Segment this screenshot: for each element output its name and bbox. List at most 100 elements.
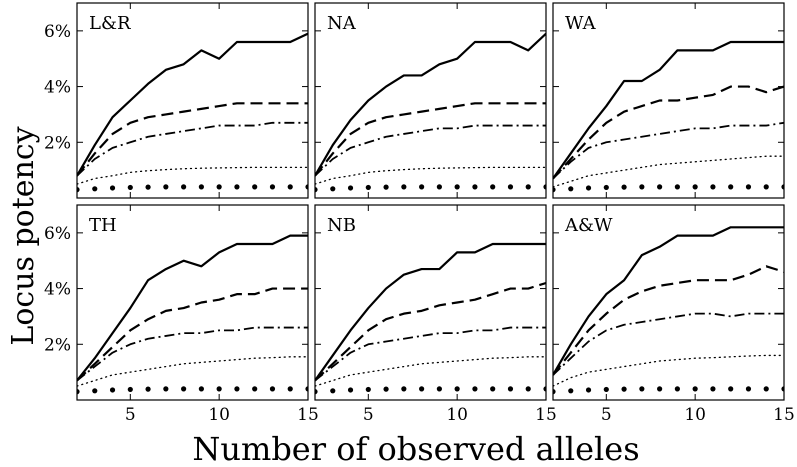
panel-wa: WA <box>552 2 785 199</box>
dot-point <box>436 386 442 392</box>
series-dots <box>315 184 546 193</box>
series-dots <box>553 184 784 193</box>
y-tick-label: 6% <box>44 22 71 42</box>
panel-frame <box>76 2 309 199</box>
dot-point <box>525 386 531 392</box>
series-dots <box>315 386 546 395</box>
series-solid-line <box>77 234 308 382</box>
dot-point <box>234 184 240 190</box>
panel-aandw: A&W 5 10 15 <box>552 204 795 425</box>
x-tick-label: 15 <box>773 405 795 425</box>
series-dashdot-line <box>553 121 784 180</box>
plot-area <box>77 32 308 193</box>
series-solid-line <box>77 32 308 177</box>
panel-label: NB <box>327 215 356 236</box>
dot-point <box>490 386 496 392</box>
dot-point <box>674 386 680 392</box>
dot-point <box>401 184 407 190</box>
dot-point <box>127 386 133 393</box>
dot-point <box>507 386 514 392</box>
x-tick-label: 5 <box>125 405 136 425</box>
dot-point <box>472 184 478 190</box>
dot-point <box>109 387 116 393</box>
dot-point <box>728 184 734 190</box>
series-dots <box>553 386 784 395</box>
dot-point <box>330 186 336 192</box>
dot-point <box>287 184 293 190</box>
panel-frame <box>314 204 547 401</box>
series-dashed-line <box>77 102 308 177</box>
series-dashed-line <box>553 265 784 376</box>
dot-point <box>181 184 187 190</box>
series-dashdot-line <box>553 312 784 376</box>
dot-point <box>163 184 169 190</box>
dot-point <box>490 184 496 190</box>
x-tick-label: 15 <box>297 405 319 425</box>
dot-point <box>603 386 609 393</box>
dot-point <box>365 386 371 393</box>
x-tick-label: 5 <box>601 405 612 425</box>
series-dots <box>77 386 308 395</box>
dot-point <box>315 187 318 193</box>
panel-label: NA <box>327 13 357 34</box>
dot-point <box>763 386 769 392</box>
plot-area <box>315 32 546 193</box>
dot-point <box>585 185 592 191</box>
dot-point <box>763 184 769 190</box>
plot-area <box>553 226 784 395</box>
x-tick-label: 10 <box>446 405 468 425</box>
dot-point <box>543 386 546 392</box>
dot-point <box>639 386 645 392</box>
dot-point <box>305 184 308 190</box>
series-dotted-line <box>77 166 308 185</box>
dot-point <box>383 184 389 190</box>
dot-point <box>401 386 407 392</box>
dot-point <box>728 386 734 392</box>
panel-na: NA <box>314 2 547 199</box>
dot-point <box>543 184 546 190</box>
dot-point <box>621 386 627 392</box>
x-axis-label: Number of observed alleles <box>192 430 639 467</box>
dot-point <box>163 386 169 392</box>
dot-point <box>92 388 98 394</box>
x-tick-label: 15 <box>535 405 557 425</box>
dot-point <box>234 386 240 392</box>
dot-point <box>252 386 258 392</box>
dot-point <box>657 184 663 190</box>
dot-point <box>419 386 425 392</box>
series-dotted-line <box>77 356 308 387</box>
dot-point <box>145 386 151 392</box>
series-solid-line <box>553 40 784 180</box>
series-dashdot-line <box>77 326 308 382</box>
dot-point <box>127 184 133 191</box>
series-dots <box>77 184 308 193</box>
dot-point <box>603 184 609 191</box>
dot-point <box>330 388 336 394</box>
plot-area <box>77 234 308 395</box>
dot-point <box>745 184 752 190</box>
dot-point <box>287 386 293 392</box>
x-tick-label: 5 <box>363 405 374 425</box>
dot-point <box>347 185 354 191</box>
series-dashed-line <box>77 287 308 382</box>
series-dashed-line <box>553 85 784 180</box>
series-dashdot-line <box>77 121 308 177</box>
dot-point <box>710 386 716 392</box>
panels-group: L&R 2% 4% 6% NA WA TH 2% 4% 6% 5 10 15 NB 5 10 15 A&W 5 10 1… <box>44 2 795 425</box>
dot-point <box>639 184 645 190</box>
dot-point <box>781 386 784 392</box>
dot-point <box>305 386 308 392</box>
dot-point <box>657 386 663 392</box>
dot-point <box>553 389 556 395</box>
x-tick-label: 10 <box>208 405 230 425</box>
plot-area <box>315 242 546 395</box>
series-solid-line <box>315 242 546 382</box>
series-solid-line <box>315 32 546 177</box>
dot-point <box>553 187 556 193</box>
dot-point <box>507 184 514 190</box>
dot-point <box>252 184 258 190</box>
dot-point <box>269 184 276 190</box>
dot-point <box>781 184 784 190</box>
dot-point <box>145 184 151 190</box>
